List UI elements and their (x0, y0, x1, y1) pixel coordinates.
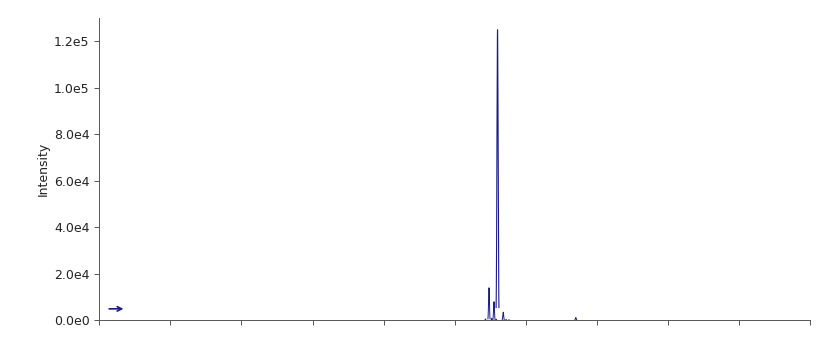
Y-axis label: Intensity: Intensity (36, 142, 50, 197)
